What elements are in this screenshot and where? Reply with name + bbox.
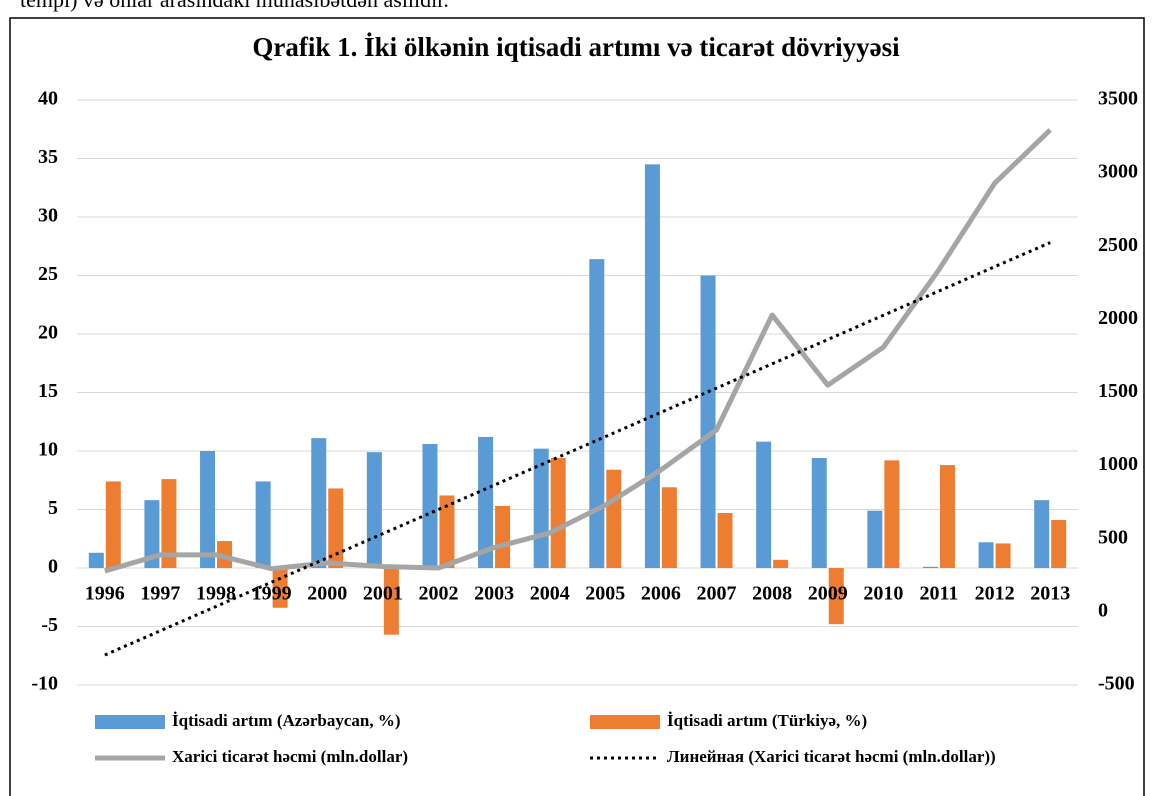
x-tick-label: 1996 <box>85 583 125 605</box>
line <box>104 128 1052 574</box>
bar <box>495 505 511 568</box>
bar <box>105 481 121 568</box>
bar <box>661 487 677 568</box>
bar <box>1034 500 1050 568</box>
bar <box>589 259 605 568</box>
y-tick-label: 10 <box>38 439 58 461</box>
bar <box>550 458 566 568</box>
bar <box>439 495 455 568</box>
y-tick-label: 25 <box>38 263 58 285</box>
bar <box>756 441 772 568</box>
y-tick-label: -5 <box>41 614 58 636</box>
y-tick-label: 0 <box>48 556 58 578</box>
x-tick-label: 2009 <box>808 583 848 605</box>
x-tick-label: 2001 <box>363 583 403 605</box>
bar <box>644 164 660 568</box>
legend-label: İqtisadi artım (Türkiyə, %) <box>667 711 867 730</box>
y-tick-label: -10 <box>31 673 58 695</box>
bar <box>922 566 938 568</box>
x-tick-label: 2012 <box>975 583 1015 605</box>
bar <box>366 452 382 568</box>
x-tick-label: 1997 <box>140 583 180 605</box>
bar <box>200 451 216 568</box>
x-tick-label: 2002 <box>418 583 458 605</box>
y2-tick-label: 2000 <box>1098 307 1138 329</box>
bar <box>328 488 344 568</box>
x-tick-label: 1998 <box>196 583 236 605</box>
y2-tick-label: 500 <box>1098 526 1128 548</box>
y2-tick-label: 2500 <box>1098 234 1138 256</box>
y2-tick-label: 3000 <box>1098 161 1138 183</box>
bar <box>161 479 177 568</box>
x-tick-label: 1999 <box>252 583 292 605</box>
bar <box>1051 520 1067 568</box>
y-tick-label: 35 <box>38 146 58 168</box>
chart-frame <box>9 17 1145 796</box>
bar <box>884 460 900 568</box>
x-tick-label: 2007 <box>697 583 737 605</box>
bar <box>383 568 399 635</box>
x-tick-label: 2004 <box>530 583 570 605</box>
y2-tick-label: -500 <box>1098 673 1135 695</box>
y2-tick-label: 1000 <box>1098 453 1138 475</box>
bar <box>867 510 883 568</box>
legend-label: Линейная (Xarici ticarət həcmi (mln.doll… <box>667 747 996 766</box>
bar <box>272 568 288 608</box>
x-tick-label: 2006 <box>641 583 681 605</box>
x-tick-label: 2000 <box>307 583 347 605</box>
legend-swatch <box>95 715 165 729</box>
bar <box>939 465 955 568</box>
legend-label: İqtisadi artım (Azərbaycan, %) <box>172 711 401 730</box>
x-tick-label: 2013 <box>1030 583 1070 605</box>
y-tick-label: 40 <box>38 88 58 110</box>
y2-tick-label: 3500 <box>1098 88 1138 110</box>
y2-tick-label: 1500 <box>1098 380 1138 402</box>
bar <box>700 275 716 568</box>
x-tick-label: 2003 <box>474 583 514 605</box>
bar <box>255 481 271 568</box>
y-tick-label: 5 <box>48 497 58 519</box>
x-tick-label: 2005 <box>585 583 625 605</box>
bar <box>88 552 104 568</box>
legend-label: Xarici ticarət həcmi (mln.dollar) <box>172 747 408 766</box>
x-tick-label: 2010 <box>863 583 903 605</box>
bar <box>773 559 789 568</box>
bar <box>717 513 733 568</box>
bar <box>144 500 160 568</box>
y-tick-label: 20 <box>38 322 58 344</box>
chart-title: Qrafik 1. İki ölkənin iqtisadi artımı və… <box>252 32 900 62</box>
bar <box>978 542 994 568</box>
bar <box>828 568 844 625</box>
bar <box>478 436 494 568</box>
bar <box>811 458 827 568</box>
x-tick-label: 2011 <box>920 583 959 605</box>
legend-swatch <box>590 715 660 729</box>
bar <box>995 543 1011 568</box>
document-text: tempi) və onlar arasındakı münasibətdən … <box>20 0 449 12</box>
bar <box>311 438 327 568</box>
y2-tick-label: 0 <box>1098 599 1108 621</box>
y-tick-label: 30 <box>38 205 58 227</box>
x-tick-label: 2008 <box>752 583 792 605</box>
bar <box>606 469 622 568</box>
y-tick-label: 15 <box>38 380 58 402</box>
bar <box>422 443 438 568</box>
